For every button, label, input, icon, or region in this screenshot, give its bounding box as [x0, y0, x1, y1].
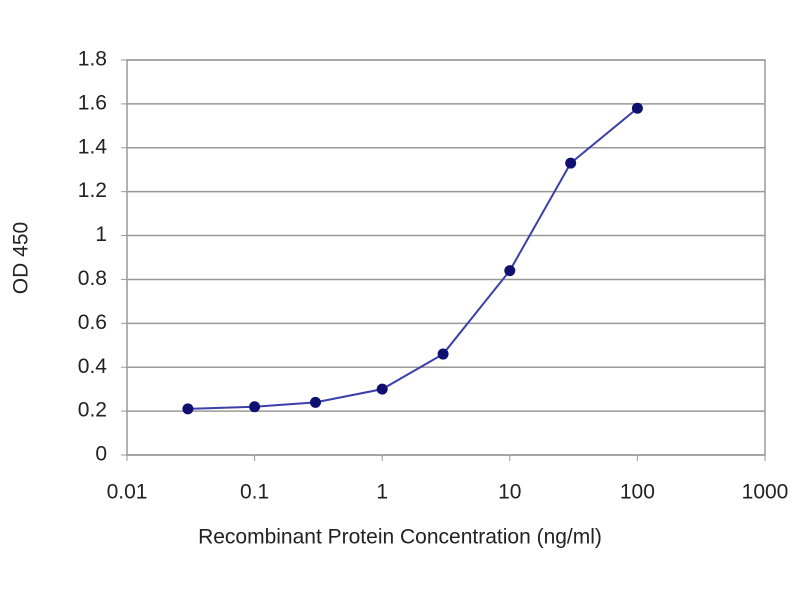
y-tick-label: 1	[95, 223, 107, 246]
x-tick-label: 1	[376, 481, 388, 504]
data-point	[309, 396, 321, 408]
x-tick-label: 0.01	[107, 481, 148, 504]
data-point	[565, 157, 577, 169]
x-tick-label: 1000	[742, 481, 789, 504]
data-point	[631, 102, 643, 114]
y-tick-label: 0.8	[78, 267, 107, 290]
x-axis-label: Recombinant Protein Concentration (ng/ml…	[198, 526, 602, 549]
x-tick-label: 0.1	[240, 481, 269, 504]
y-tick-label: 1.8	[78, 48, 107, 71]
data-point	[504, 265, 516, 277]
data-point	[437, 348, 449, 360]
data-line	[187, 107, 639, 410]
x-tick-label: 10	[498, 481, 521, 504]
y-axis-label: OD 450	[10, 222, 33, 294]
y-tick-label: 0.6	[78, 311, 107, 334]
plot-area	[126, 59, 766, 456]
data-point	[376, 383, 388, 395]
y-tick-label: 1.4	[78, 135, 108, 158]
data-point	[182, 403, 194, 415]
y-tick-label: 1.6	[78, 91, 107, 114]
data-point	[249, 401, 261, 413]
y-tick-label: 0	[95, 443, 107, 466]
y-tick-label: 0.2	[78, 399, 107, 422]
y-tick-label: 1.2	[78, 179, 107, 202]
x-tick-label: 100	[620, 481, 655, 504]
y-tick-label: 0.4	[78, 355, 108, 378]
